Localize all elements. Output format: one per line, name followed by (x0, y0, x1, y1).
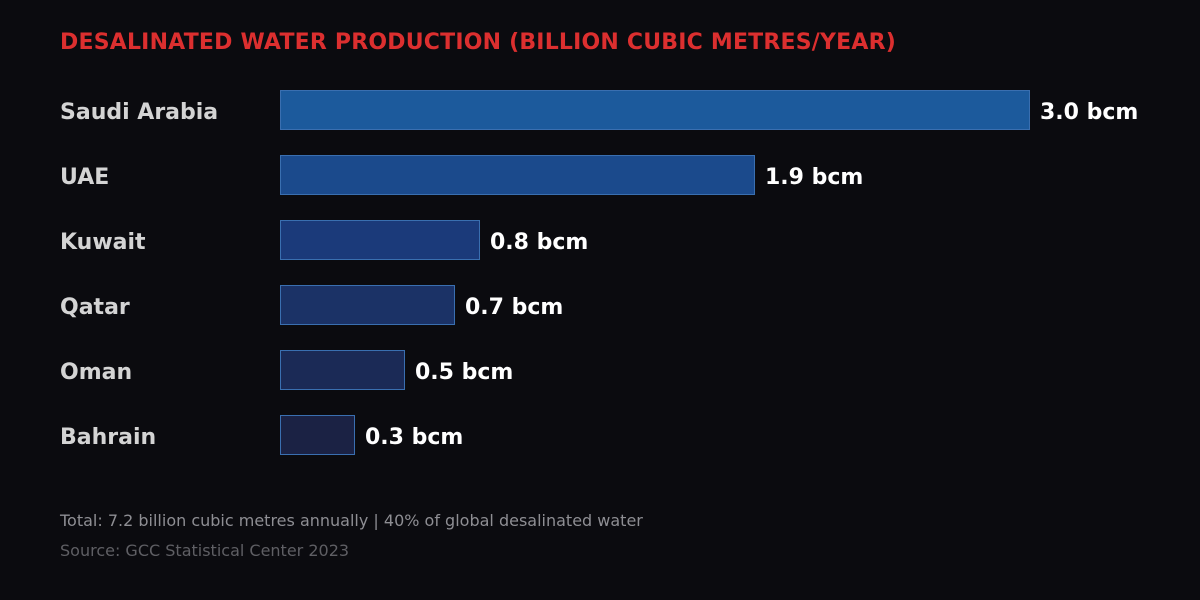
value-label: 3.0 bcm (1040, 100, 1139, 125)
bar (280, 155, 755, 195)
bar-row: UAE 1.9 bcm (0, 155, 1200, 195)
bar (280, 285, 455, 325)
bar (280, 90, 1030, 130)
country-label: Qatar (60, 295, 130, 320)
bar-row: Qatar 0.7 bcm (0, 285, 1200, 325)
value-label: 0.3 bcm (365, 425, 464, 450)
bar (280, 415, 355, 455)
value-label: 0.8 bcm (490, 230, 589, 255)
bar-row: Bahrain 0.3 bcm (0, 415, 1200, 455)
value-label: 0.5 bcm (415, 360, 514, 385)
value-label: 0.7 bcm (465, 295, 564, 320)
bar (280, 350, 405, 390)
country-label: Kuwait (60, 230, 146, 255)
chart-title: DESALINATED WATER PRODUCTION (BILLION CU… (60, 30, 897, 55)
bar-row: Kuwait 0.8 bcm (0, 220, 1200, 260)
bar-row: Oman 0.5 bcm (0, 350, 1200, 390)
country-label: Oman (60, 360, 133, 385)
bar-row: Saudi Arabia 3.0 bcm (0, 90, 1200, 130)
country-label: UAE (60, 165, 110, 190)
value-label: 1.9 bcm (765, 165, 864, 190)
country-label: Bahrain (60, 425, 157, 450)
footer-source-note: Source: GCC Statistical Center 2023 (60, 541, 350, 560)
bar (280, 220, 480, 260)
footer-total-note: Total: 7.2 billion cubic metres annually… (60, 511, 643, 530)
bar-chart: Saudi Arabia 3.0 bcm UAE 1.9 bcm Kuwait … (0, 90, 1200, 455)
country-label: Saudi Arabia (60, 100, 219, 125)
